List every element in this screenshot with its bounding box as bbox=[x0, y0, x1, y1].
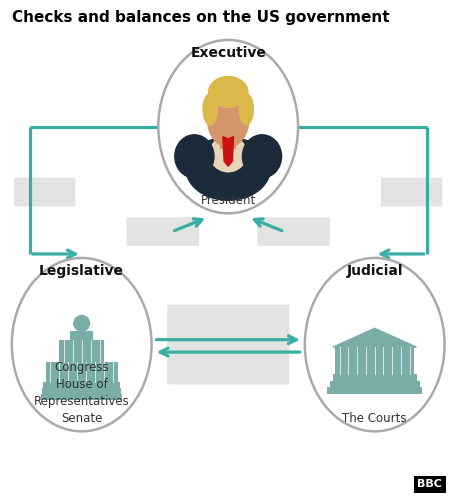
Bar bbox=[327, 387, 422, 394]
Ellipse shape bbox=[238, 93, 254, 125]
Bar bbox=[42, 388, 121, 394]
Bar bbox=[41, 394, 122, 400]
FancyBboxPatch shape bbox=[127, 217, 199, 246]
Bar bbox=[59, 340, 104, 362]
FancyBboxPatch shape bbox=[167, 305, 289, 385]
Bar bbox=[335, 347, 414, 374]
Polygon shape bbox=[333, 328, 416, 347]
Bar bbox=[71, 331, 93, 340]
Ellipse shape bbox=[242, 134, 283, 179]
Text: President: President bbox=[201, 194, 256, 207]
Polygon shape bbox=[223, 137, 234, 166]
Ellipse shape bbox=[209, 135, 247, 172]
Bar bbox=[46, 362, 118, 382]
Text: Executive: Executive bbox=[190, 46, 266, 60]
Text: Checks and balances on the US government: Checks and balances on the US government bbox=[12, 10, 390, 25]
Text: Judicial: Judicial bbox=[346, 264, 403, 278]
Bar bbox=[333, 374, 417, 381]
Ellipse shape bbox=[207, 91, 250, 148]
Bar bbox=[43, 382, 120, 388]
Text: Legislative: Legislative bbox=[39, 264, 124, 278]
Ellipse shape bbox=[174, 134, 215, 179]
Bar bbox=[330, 381, 419, 387]
Ellipse shape bbox=[158, 40, 298, 213]
Ellipse shape bbox=[73, 315, 90, 332]
Ellipse shape bbox=[305, 258, 445, 431]
FancyBboxPatch shape bbox=[14, 178, 75, 206]
FancyBboxPatch shape bbox=[220, 129, 237, 149]
Text: BBC: BBC bbox=[418, 479, 442, 489]
FancyBboxPatch shape bbox=[381, 178, 442, 206]
Text: Congress
House of
Representatives
Senate: Congress House of Representatives Senate bbox=[34, 361, 129, 425]
FancyBboxPatch shape bbox=[257, 217, 330, 246]
Ellipse shape bbox=[208, 76, 248, 108]
Ellipse shape bbox=[185, 137, 271, 201]
Ellipse shape bbox=[202, 93, 218, 125]
Ellipse shape bbox=[12, 258, 152, 431]
Text: The Courts: The Courts bbox=[342, 412, 407, 425]
